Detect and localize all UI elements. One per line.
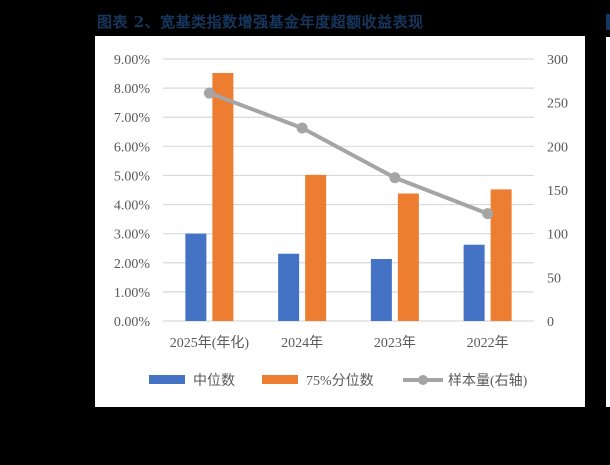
left-axis-tick-label: 2.00% xyxy=(114,257,151,272)
legend-label: 75%分位数 xyxy=(306,373,374,389)
legend-marker xyxy=(418,375,428,385)
line-marker xyxy=(482,208,494,220)
chart-title: 图表 2、宽基类指数增强基金年度超额收益表现 xyxy=(97,13,424,31)
right-axis-tick-label: 300 xyxy=(547,53,568,68)
bar xyxy=(305,174,327,321)
bar xyxy=(185,233,207,321)
right-axis-tick-label: 0 xyxy=(547,315,554,330)
left-axis-tick-label: 5.00% xyxy=(114,169,151,184)
bar xyxy=(278,253,300,321)
adjacent-panel-fragment xyxy=(606,37,610,407)
category-label: 2025年(年化) xyxy=(170,335,250,351)
category-label: 2022年 xyxy=(467,335,509,351)
left-axis-tick-label: 6.00% xyxy=(114,140,151,155)
left-axis-tick-label: 9.00% xyxy=(114,53,151,68)
right-axis-ticks: 0 50 100 150 200 250 300 xyxy=(547,53,568,330)
right-axis-tick-label: 250 xyxy=(547,97,568,112)
left-axis-ticks: 0.00% 1.00% 2.00% 3.00% 4.00% 5.00% 6.00% 7.00%… xyxy=(114,53,151,330)
right-axis-tick-label: 200 xyxy=(547,140,568,155)
bar-series xyxy=(185,72,512,322)
right-axis-tick-label: 150 xyxy=(547,184,568,199)
left-axis-tick-label: 0.00% xyxy=(114,315,151,330)
right-axis-tick-label: 100 xyxy=(547,228,568,243)
bar xyxy=(463,244,485,321)
legend: 中位数 75%分位数 样本量(右轴) xyxy=(149,373,528,389)
line-series xyxy=(203,87,494,220)
category-axis-labels: 2025年(年化) 2024年 2023年 2022年 xyxy=(170,335,509,351)
category-label: 2023年 xyxy=(374,335,416,351)
line-marker xyxy=(389,172,401,184)
left-axis-tick-label: 3.00% xyxy=(114,228,151,243)
bar xyxy=(212,72,234,322)
legend-swatch xyxy=(149,375,185,384)
bar xyxy=(397,193,419,321)
left-axis-tick-label: 8.00% xyxy=(114,82,151,97)
legend-label: 样本量(右轴) xyxy=(448,373,528,389)
legend-swatch xyxy=(262,375,298,384)
bar xyxy=(370,258,392,321)
left-axis-tick-label: 7.00% xyxy=(114,111,151,126)
adjacent-title-fragment xyxy=(606,14,610,30)
line-path xyxy=(208,91,489,216)
legend-label: 中位数 xyxy=(193,373,235,389)
left-axis-tick-label: 4.00% xyxy=(114,199,151,214)
left-axis-tick-label: 1.00% xyxy=(114,286,151,301)
line-marker xyxy=(203,87,215,99)
category-label: 2024年 xyxy=(281,335,323,351)
line-marker xyxy=(296,122,308,134)
bar xyxy=(490,189,512,321)
right-axis-tick-label: 50 xyxy=(547,271,561,286)
